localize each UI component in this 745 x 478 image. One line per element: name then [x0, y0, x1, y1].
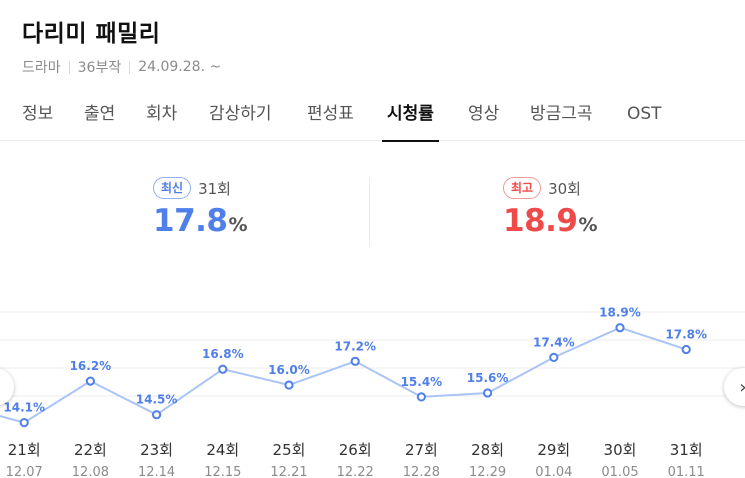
data-point [483, 388, 493, 398]
chart-prev-button[interactable]: ‹ [0, 368, 14, 406]
highest-rating: 최고 30회 18.9% [503, 177, 703, 239]
x-tick-episode: 22회 [74, 441, 107, 459]
program-title: 다리미 패밀리 [22, 21, 161, 47]
tab-ost[interactable]: OST [627, 104, 662, 124]
tab-video[interactable]: 영상 [468, 104, 500, 124]
data-label: 15.6% [467, 371, 509, 385]
data-label: 16.0% [268, 363, 310, 377]
x-tick-date: 01.05 [601, 465, 638, 478]
x-tick-episode: 21회 [8, 441, 41, 459]
latest-rating: 최신 31회 17.8% [153, 177, 353, 239]
tab-schedule[interactable]: 편성표 [307, 104, 354, 124]
data-label: 18.9% [599, 306, 641, 320]
ratings-series-line [0, 326, 687, 424]
stats-divider [369, 177, 370, 247]
data-label: 16.8% [202, 347, 244, 361]
x-tick-episode: 26회 [339, 441, 372, 459]
data-label: 17.8% [665, 327, 707, 341]
x-tick-date: 12.29 [469, 465, 506, 478]
x-tick-date: 12.21 [270, 465, 307, 478]
tab-music[interactable]: 방금그곡 [530, 104, 593, 124]
data-point [549, 352, 559, 362]
x-tick-date: 12.15 [204, 465, 241, 478]
highest-badge: 최고 [503, 177, 542, 199]
ratings-chart: 14.1% 21회 12.07 16.2% 22회 12.08 14.5% 23회 12.14 1… [0, 300, 745, 478]
data-point [416, 392, 426, 402]
x-tick-episode: 29회 [537, 441, 570, 459]
x-tick-episode: 28회 [471, 441, 504, 459]
data-point [85, 376, 96, 386]
data-label: 17.4% [533, 335, 575, 349]
latest-value: 17.8 [153, 203, 228, 239]
x-tick-episode: 31회 [670, 441, 703, 459]
data-label: 17.2% [334, 339, 376, 353]
latest-episode: 31회 [198, 179, 231, 198]
data-point [681, 344, 691, 355]
highest-value: 18.9 [503, 203, 578, 239]
highest-unit: % [578, 214, 598, 236]
program-meta: 드라마 36부작 24.09.28. ~ [22, 57, 221, 77]
data-point [615, 323, 625, 333]
latest-unit: % [228, 214, 248, 236]
meta-genre: 드라마 [22, 60, 61, 76]
x-tick-date: 12.22 [337, 465, 374, 478]
data-label: 15.4% [401, 375, 443, 389]
x-tick-date: 01.11 [668, 465, 705, 478]
tab-info[interactable]: 정보 [22, 104, 54, 124]
x-tick-date: 12.07 [6, 465, 43, 478]
meta-divider [129, 60, 131, 74]
data-label: 16.2% [70, 359, 112, 373]
data-label: 14.5% [136, 393, 178, 407]
chevron-right-icon: › [739, 377, 745, 398]
x-tick-date: 12.14 [138, 465, 175, 478]
meta-air-date: 24.09.28. ~ [138, 59, 222, 75]
data-point [152, 410, 162, 420]
meta-episodes: 36부작 [77, 60, 122, 76]
data-point [218, 364, 228, 374]
rating-summary: 최신 31회 17.8% 최고 30회 18.9% [0, 141, 745, 261]
x-tick-date: 12.08 [72, 465, 109, 478]
x-tick-episode: 27회 [405, 441, 438, 459]
data-point [284, 380, 294, 390]
tab-ratings[interactable]: 시청률 [382, 102, 439, 142]
x-tick-date: 01.04 [535, 465, 572, 478]
highest-episode: 30회 [548, 179, 581, 198]
tab-episodes[interactable]: 회차 [146, 104, 178, 124]
x-tick-episode: 23회 [140, 441, 173, 459]
x-tick-episode: 24회 [206, 441, 239, 459]
tab-cast[interactable]: 출연 [84, 104, 116, 124]
ratings-line-chart: 14.1% 21회 12.07 16.2% 22회 12.08 14.5% 23회 12.14 1… [0, 306, 745, 478]
x-tick-date: 12.28 [403, 465, 440, 478]
data-point [350, 356, 360, 366]
latest-badge: 최신 [153, 177, 192, 199]
meta-divider [68, 60, 70, 74]
data-point [19, 418, 29, 428]
chart-next-button[interactable]: › [724, 368, 745, 406]
x-tick-episode: 25회 [273, 441, 306, 459]
data-label: 14.1% [3, 401, 45, 415]
tab-watch[interactable]: 감상하기 [209, 104, 272, 124]
tab-bar: 정보 출연 회차 감상하기 편성표 시청률 영상 방금그곡 OST [0, 90, 745, 142]
x-tick-episode: 30회 [604, 441, 637, 459]
